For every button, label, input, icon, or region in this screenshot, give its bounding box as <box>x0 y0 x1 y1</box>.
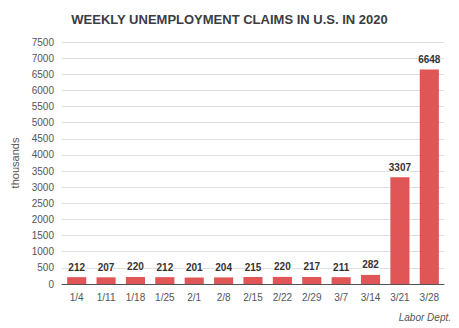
svg-text:4000: 4000 <box>32 149 55 160</box>
svg-text:3307: 3307 <box>389 162 412 173</box>
svg-text:220: 220 <box>127 261 144 272</box>
svg-text:2500: 2500 <box>32 198 55 209</box>
svg-text:215: 215 <box>245 262 262 273</box>
svg-text:5500: 5500 <box>32 101 55 112</box>
svg-text:3/14: 3/14 <box>361 292 381 303</box>
svg-text:212: 212 <box>157 262 174 273</box>
svg-text:Labor Dept.: Labor Dept. <box>399 312 451 323</box>
svg-text:1/11: 1/11 <box>97 292 116 303</box>
svg-text:5000: 5000 <box>32 117 55 128</box>
svg-text:1500: 1500 <box>32 230 55 241</box>
svg-text:212: 212 <box>68 262 85 273</box>
svg-text:201: 201 <box>186 262 203 273</box>
svg-text:204: 204 <box>215 262 232 273</box>
svg-text:thousands: thousands <box>9 137 21 188</box>
svg-text:3500: 3500 <box>32 166 55 177</box>
svg-text:220: 220 <box>274 261 291 272</box>
svg-text:1/25: 1/25 <box>155 292 175 303</box>
svg-text:3/21: 3/21 <box>390 292 410 303</box>
svg-text:1/18: 1/18 <box>126 292 146 303</box>
svg-text:WEEKLY UNEMPLOYMENT CLAIMS IN: WEEKLY UNEMPLOYMENT CLAIMS IN U.S. IN 20… <box>71 12 387 27</box>
svg-text:2/8: 2/8 <box>217 292 231 303</box>
svg-text:2/29: 2/29 <box>302 292 322 303</box>
svg-text:2/15: 2/15 <box>243 292 263 303</box>
svg-text:3000: 3000 <box>32 182 55 193</box>
svg-text:6648: 6648 <box>418 54 441 65</box>
svg-text:7000: 7000 <box>32 53 55 64</box>
svg-text:211: 211 <box>333 262 350 273</box>
svg-text:3/7: 3/7 <box>334 292 348 303</box>
svg-text:282: 282 <box>362 259 379 270</box>
svg-text:7500: 7500 <box>32 37 55 48</box>
svg-text:217: 217 <box>303 261 320 272</box>
svg-text:1/4: 1/4 <box>70 292 84 303</box>
svg-text:4500: 4500 <box>32 133 55 144</box>
svg-text:2000: 2000 <box>32 214 55 225</box>
svg-text:0: 0 <box>48 279 54 290</box>
svg-text:1000: 1000 <box>32 246 55 257</box>
svg-text:6500: 6500 <box>32 69 55 80</box>
svg-text:207: 207 <box>98 262 115 273</box>
svg-text:500: 500 <box>37 262 54 273</box>
svg-text:2/1: 2/1 <box>187 292 201 303</box>
svg-text:2/22: 2/22 <box>273 292 293 303</box>
svg-text:3/28: 3/28 <box>420 292 440 303</box>
svg-text:6000: 6000 <box>32 85 55 96</box>
